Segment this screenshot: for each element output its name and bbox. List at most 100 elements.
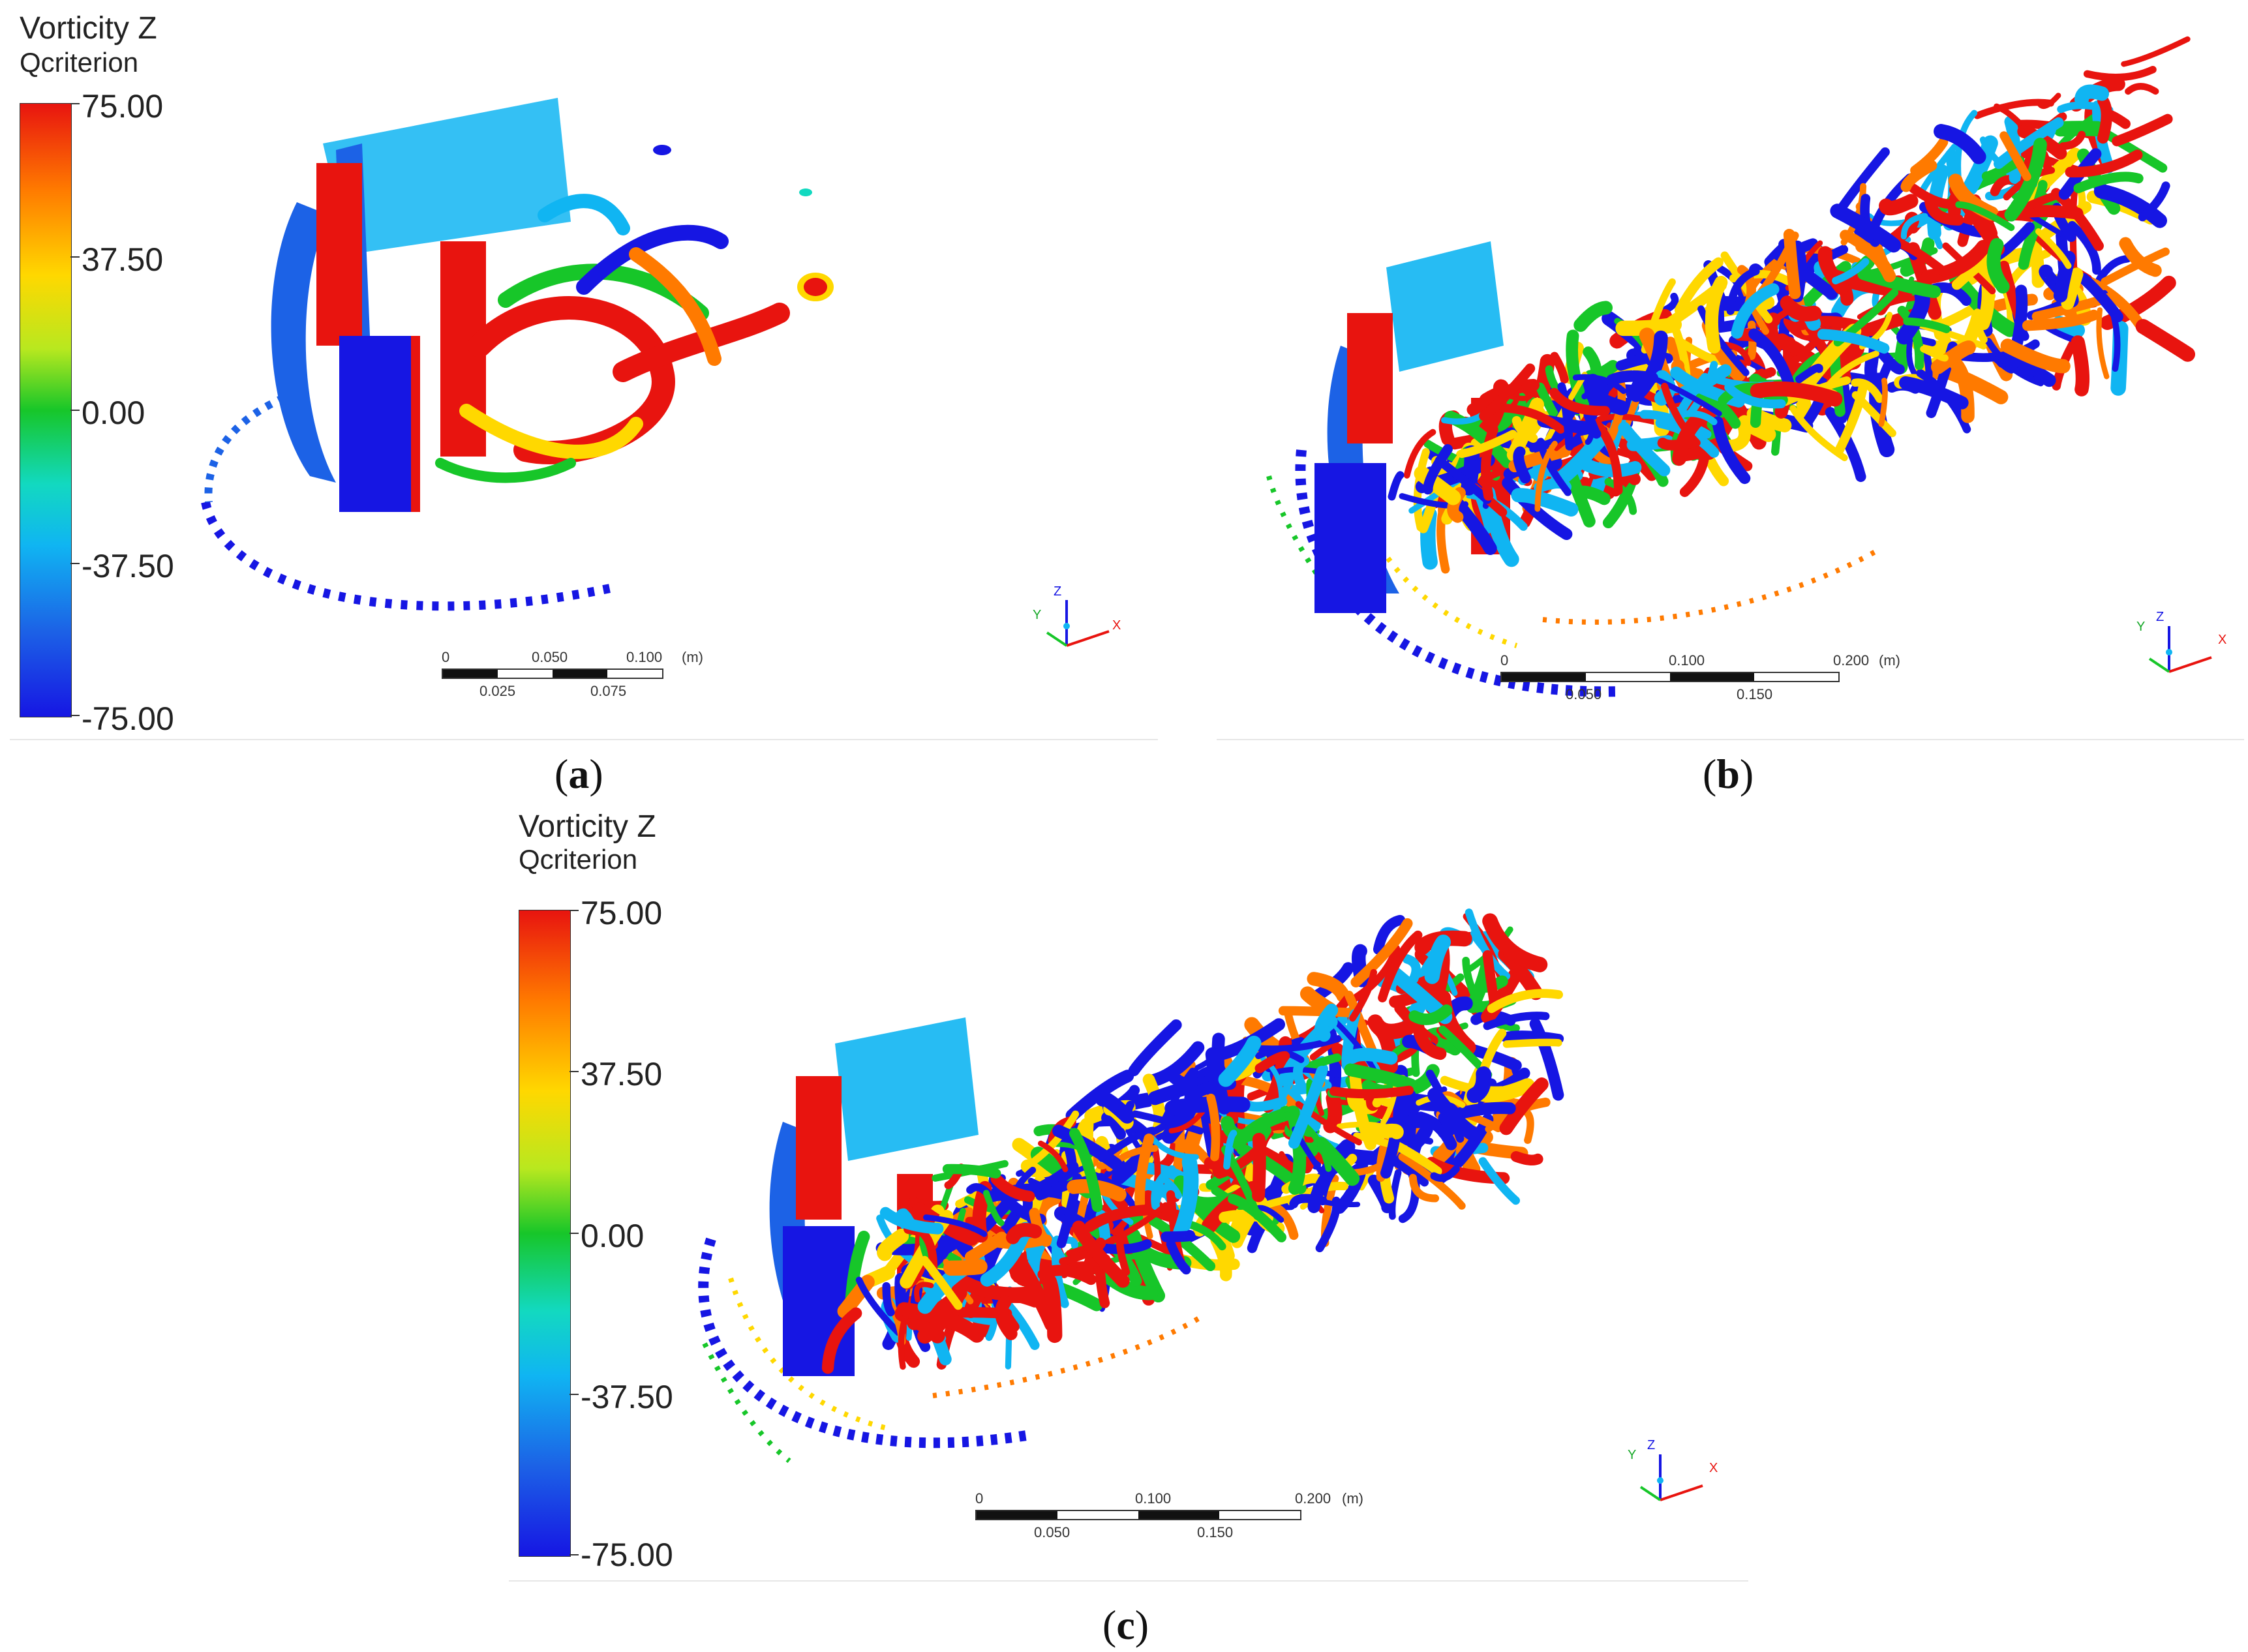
tick-label: 75.00 bbox=[82, 88, 164, 125]
vortex-tube bbox=[2059, 130, 2086, 151]
scale-bar-segments bbox=[975, 1510, 1301, 1520]
vortex-tube bbox=[2095, 254, 2131, 284]
vortex-tube bbox=[1549, 387, 1610, 416]
vortex-tube bbox=[1408, 1173, 1440, 1203]
caption-letter: c bbox=[1116, 1602, 1135, 1648]
vortex-tube bbox=[1897, 305, 1924, 370]
caption-c: (c) bbox=[1102, 1601, 1149, 1649]
vortex-tube bbox=[1973, 308, 1988, 344]
vortex-tube bbox=[1206, 1093, 1221, 1162]
scale-bar: 0 0.100 0.200 (m) 0.050 0.150 bbox=[975, 1490, 1380, 1549]
vortex-tube bbox=[1731, 283, 1780, 339]
vortex-tube bbox=[1378, 930, 1423, 1002]
vortex-tube bbox=[1993, 117, 2064, 170]
vortex-tube bbox=[995, 1295, 1018, 1340]
vortex-tube bbox=[2000, 338, 2071, 374]
vortex-tube bbox=[2125, 83, 2159, 95]
vortex-tube bbox=[1084, 1204, 1152, 1232]
vortex-tube bbox=[1481, 968, 1523, 1024]
tick-label: 37.50 bbox=[581, 1056, 663, 1092]
vortex-tube bbox=[1652, 376, 1722, 417]
vortex-tube bbox=[1069, 1128, 1103, 1212]
caption-paren: ( bbox=[554, 751, 569, 797]
vortex-tube bbox=[1920, 346, 1949, 362]
vortex-tube bbox=[1210, 1018, 1285, 1062]
vortex-tube bbox=[1900, 160, 1937, 192]
vortex-tube bbox=[1413, 448, 1430, 532]
vortex-tube bbox=[879, 1207, 944, 1235]
scale-label: 0 bbox=[442, 649, 450, 665]
axis-triad-icon bbox=[2148, 626, 2212, 673]
vortex-tube bbox=[837, 1274, 875, 1319]
vortex-tube bbox=[1268, 1201, 1299, 1240]
vortex-tube bbox=[1256, 1035, 1341, 1053]
vortex-tube bbox=[1510, 1151, 1543, 1166]
vortex-tube bbox=[1618, 421, 1671, 477]
caption-letter: b bbox=[1716, 751, 1740, 797]
vortex-tube bbox=[2097, 95, 2112, 144]
scale-label: 0.100 bbox=[626, 649, 663, 665]
axis-label-y: Y bbox=[1628, 1448, 1637, 1462]
scale-label: 0.100 bbox=[1669, 652, 1705, 668]
vortex-tube bbox=[1502, 1038, 1562, 1048]
axis-label-z: Z bbox=[1054, 584, 1062, 599]
vortex-tube bbox=[1817, 246, 1849, 295]
vortex-tube bbox=[2053, 121, 2105, 137]
scale-label: 0 bbox=[1500, 652, 1509, 668]
vortex-tube bbox=[1457, 430, 1517, 458]
vortex-tube bbox=[943, 1259, 988, 1276]
vortex-tube bbox=[1128, 1019, 1182, 1077]
vortex-tube bbox=[1550, 352, 1569, 384]
vortex-tube bbox=[1705, 275, 1728, 354]
vortex-tube bbox=[2071, 335, 2090, 397]
tick-label: 0.00 bbox=[82, 395, 145, 431]
vortex-tube bbox=[1350, 944, 1401, 1003]
vortex-tube bbox=[1252, 1132, 1266, 1203]
vortex-tube bbox=[1976, 252, 1996, 331]
vortex-tube bbox=[1557, 382, 1574, 451]
vortex-tube bbox=[1877, 348, 1905, 375]
axis-label-z: Z bbox=[1647, 1438, 1656, 1452]
vortex-tube bbox=[1344, 991, 1377, 1055]
tick-mark bbox=[570, 1071, 579, 1072]
vortex-tube bbox=[1481, 425, 1498, 501]
tick-label: -37.50 bbox=[82, 548, 174, 584]
vortex-tube bbox=[2073, 172, 2144, 194]
tick-label: -75.00 bbox=[82, 700, 174, 737]
color-bar bbox=[519, 910, 571, 1557]
tick-mark bbox=[570, 1554, 579, 1555]
vortex-tube bbox=[1924, 194, 1964, 226]
tick-mark bbox=[70, 715, 80, 716]
panel-a: Vorticity Z Qcriterion 75.00 37.50 0.00 … bbox=[10, 7, 1158, 740]
vortex-tube bbox=[1349, 969, 1378, 1022]
vortex-tube bbox=[1508, 389, 1535, 401]
caption-letter: a bbox=[568, 751, 590, 797]
scale-label: 0.050 bbox=[532, 649, 568, 665]
vortex-tube bbox=[1869, 372, 1895, 458]
vortex-tube bbox=[1402, 954, 1421, 984]
vortex-tube bbox=[1350, 918, 1413, 987]
vortex-tube bbox=[1879, 194, 1919, 216]
vortex-tube bbox=[1930, 340, 1976, 374]
caption-a: (a) bbox=[554, 750, 603, 798]
vortex-tube bbox=[1678, 410, 1718, 426]
vortex-tube bbox=[1502, 477, 1573, 541]
vortex-tube bbox=[1592, 418, 1623, 495]
vortex-tube bbox=[1919, 143, 1958, 194]
vortex-tube bbox=[2096, 307, 2110, 380]
vortex-tube bbox=[1095, 1091, 1134, 1124]
vortex-tube bbox=[1223, 1130, 1238, 1170]
tick-label: 75.00 bbox=[581, 895, 663, 931]
vortex-tube bbox=[882, 1282, 895, 1317]
scale-bar-segments bbox=[1500, 672, 1840, 682]
vortex-tube bbox=[1537, 438, 1572, 496]
vortex-tube bbox=[1478, 1157, 1520, 1205]
vortex-tube bbox=[1783, 228, 1801, 299]
vortex-tube bbox=[1161, 1176, 1182, 1199]
vortex-tube bbox=[2135, 319, 2195, 362]
vortex-tube bbox=[1817, 329, 1890, 354]
vortex-tube bbox=[942, 1164, 1001, 1179]
vortex-tube bbox=[1424, 934, 1451, 984]
vortex-tube bbox=[1286, 1107, 1307, 1195]
tick-label: 0.00 bbox=[581, 1218, 645, 1254]
